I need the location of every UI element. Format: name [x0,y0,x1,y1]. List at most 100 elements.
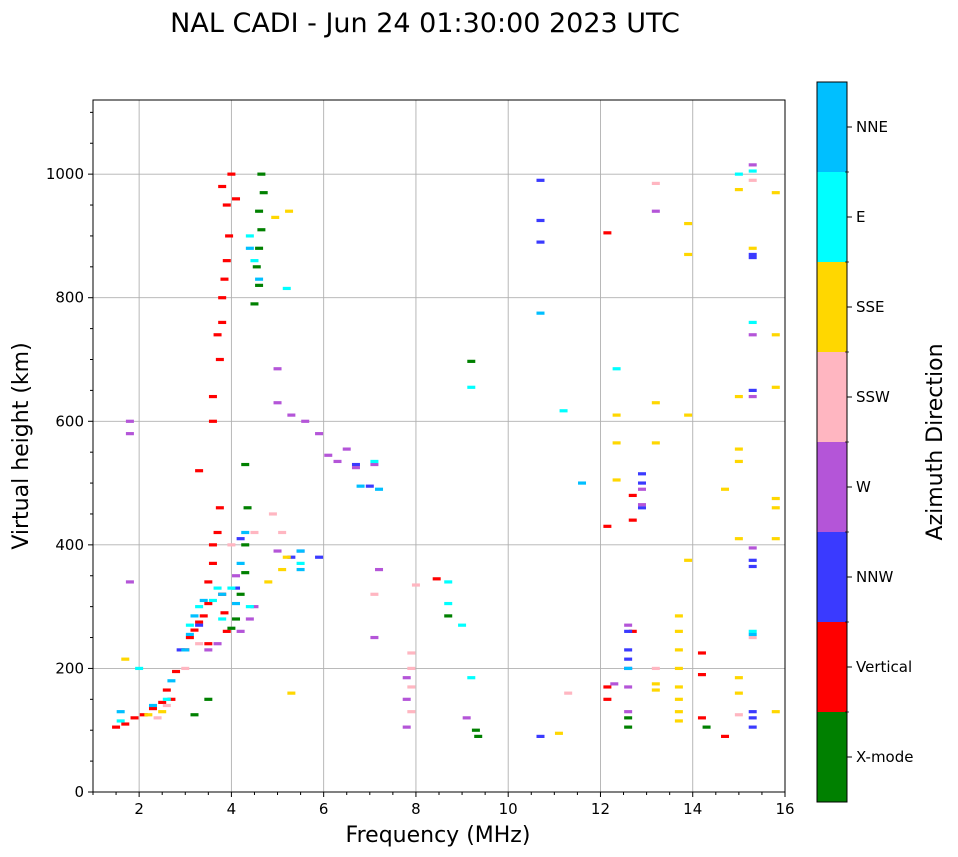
point-w [748,546,757,550]
point-x-mode [255,246,264,250]
point-e [559,409,568,413]
point-vertical [208,394,217,399]
point-e [208,598,217,603]
point-ssw [651,666,660,671]
point-ssw [278,530,287,535]
point-vertical [204,580,213,584]
colorbar-segment [817,532,847,622]
y-tick-label: 1000 [46,165,84,183]
point-nnw [232,586,241,590]
colorbar-segment [817,172,847,262]
point-w [213,642,222,646]
point-x-mode [241,462,250,467]
point-vertical [697,673,706,677]
axis-ticks: 2 4 6 8 10 12 14 16 0 200 400 600 800 1000 [46,111,795,818]
point-vertical [190,628,199,632]
point-w [402,697,411,701]
point-x-mode [257,172,266,176]
point-sse [734,187,743,192]
point-e [748,629,757,633]
point-sse [734,691,743,695]
point-w [637,503,646,507]
point-x-mode [236,592,245,596]
point-vertical [628,493,637,498]
point-nne [185,632,194,637]
point-sse [144,713,153,717]
point-vertical [195,469,204,473]
point-nnw [536,178,545,182]
point-nnw [176,648,185,652]
point-e [467,676,476,680]
point-vertical [148,706,157,711]
point-ssw [748,635,757,640]
point-vertical [218,184,227,189]
point-nne [748,632,757,637]
colorbar-label: SSE [856,298,885,316]
point-ssw [250,530,259,535]
point-sse [612,441,621,445]
point-x-mode [241,543,250,547]
point-w [375,567,384,572]
point-ssw [370,592,379,596]
point-x-mode [190,713,199,717]
point-vertical [220,611,229,615]
point-w [315,432,324,436]
point-nnw [351,462,360,467]
point-nnw [748,252,757,257]
data-points [112,163,780,738]
point-vertical [225,234,234,238]
point-vertical [208,543,217,547]
colorbar-frame [816,81,848,803]
point-w [402,725,411,729]
point-vertical [215,357,224,362]
point-vertical [195,620,204,624]
y-tick-label: 400 [55,536,84,554]
colorbar-segment [817,442,847,532]
point-sse [271,215,280,219]
point-nnw [748,725,757,729]
point-nnw [195,623,204,627]
point-x-mode [444,614,453,618]
point-x-mode [252,265,261,269]
point-nne [536,311,545,315]
x-tick-label: 2 [134,800,144,818]
point-w [125,580,134,584]
point-sse [748,246,757,250]
point-e [213,586,222,590]
point-w [462,716,471,720]
point-e [612,367,621,371]
point-vertical [130,716,139,720]
point-vertical [204,642,213,646]
point-nne [296,567,305,572]
point-e [748,169,757,173]
point-w [651,209,660,213]
point-w [333,459,342,464]
point-nnw [748,255,757,260]
colorbar-segment [817,82,847,172]
point-ssw [564,691,573,695]
point-e [135,666,144,671]
chart-title: NAL CADI - Jun 24 01:30:00 2023 UTC [170,8,680,39]
point-nnw [624,629,633,633]
point-nnw [637,481,646,485]
point-nne [375,487,384,491]
point-x-mode [471,728,480,732]
point-vertical [603,685,612,689]
point-nnw [637,506,646,510]
point-sse [674,629,683,633]
point-vertical [208,419,217,423]
point-vertical [167,697,176,701]
point-sse [684,221,693,226]
point-nnw [536,218,545,223]
x-axis-label: Frequency (MHz) [346,823,531,848]
point-sse [612,413,621,417]
point-x-mode [241,571,250,575]
point-x-mode [204,697,213,701]
point-ssw [734,713,743,717]
point-sse [734,447,743,451]
point-w [125,419,134,423]
point-x-mode [474,734,483,738]
point-vertical [222,259,231,263]
point-sse [674,719,683,723]
